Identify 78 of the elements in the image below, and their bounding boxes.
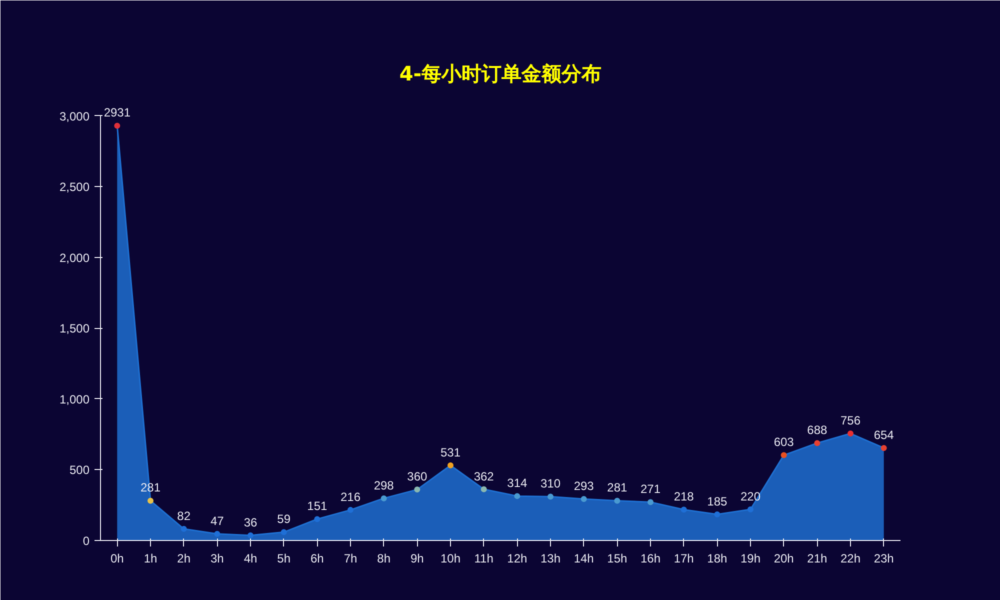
data-label: 216 [340, 490, 361, 504]
point [714, 511, 720, 518]
y-tick-label: 2,500 [59, 180, 90, 194]
x-tick-label: 14h [574, 552, 594, 566]
point [448, 462, 454, 468]
x-tick-label: 19h [740, 552, 761, 566]
point [548, 494, 554, 500]
x-tick-label: 15h [607, 552, 628, 566]
data-label: 271 [640, 482, 661, 496]
point [614, 498, 620, 504]
point [814, 440, 820, 446]
point [248, 532, 254, 538]
y-tick-label: 500 [69, 463, 90, 478]
data-label: 310 [540, 476, 561, 491]
point [414, 486, 420, 493]
point [180, 526, 187, 532]
x-tick-label: 5h [277, 552, 291, 566]
data-label: 531 [440, 445, 461, 460]
x-tick-label: 0h [110, 552, 124, 566]
y-tick-label: 3,000 [59, 109, 90, 124]
point [748, 506, 754, 512]
point [880, 444, 887, 451]
data-label: 82 [177, 508, 191, 523]
x-tick-label: 2h [177, 552, 191, 566]
data-label: 362 [474, 469, 494, 484]
point [680, 506, 687, 513]
y-tick-label: 1,500 [59, 322, 90, 336]
x-tick-label: 23h [874, 552, 894, 566]
data-label: 36 [244, 515, 258, 530]
x-tick-label: 17h [674, 552, 694, 566]
data-label: 2931 [104, 106, 131, 120]
x-tick-label: 13h [540, 552, 561, 566]
y-tick-label: 2,000 [59, 250, 90, 265]
x-tick-label: 12h [507, 552, 528, 566]
y-tick-label: 1,000 [59, 392, 90, 406]
x-tick-label: 16h [640, 552, 661, 566]
x-tick-label: 10h [440, 552, 461, 566]
point [580, 496, 587, 502]
point [214, 530, 220, 537]
data-label: 185 [707, 494, 728, 508]
data-label: 151 [307, 499, 328, 514]
x-tick-label: 11h [474, 552, 494, 566]
chart-title: 4-每小时订单金额分布 [399, 62, 602, 86]
x-tick-label: 3h [210, 552, 224, 566]
point [648, 499, 654, 506]
x-tick-label: 9h [410, 552, 424, 566]
x-tick-label: 7h [344, 552, 358, 566]
y-tick-label: 0 [82, 534, 90, 548]
data-label: 59 [277, 512, 291, 526]
point [848, 430, 854, 437]
x-tick-label: 4h [244, 552, 258, 566]
point [480, 486, 487, 492]
data-label: 603 [774, 435, 794, 450]
data-label: 293 [574, 479, 594, 494]
data-label: 47 [210, 514, 224, 528]
point [148, 498, 154, 504]
x-tick-label: 20h [774, 552, 794, 566]
data-label: 654 [874, 428, 894, 442]
point [780, 452, 787, 458]
data-label: 314 [507, 476, 528, 490]
point [280, 529, 287, 536]
point [314, 516, 320, 522]
x-tick-label: 18h [707, 552, 728, 566]
point [114, 122, 120, 129]
data-label: 218 [674, 490, 694, 504]
data-label: 360 [407, 470, 428, 484]
data-label: 298 [374, 478, 394, 492]
x-tick-label: 8h [377, 552, 391, 566]
x-tick-label: 22h [840, 552, 861, 566]
x-tick-label: 21h [807, 552, 828, 566]
point [514, 493, 520, 500]
point [380, 495, 387, 502]
data-label: 756 [840, 414, 861, 428]
data-label: 688 [807, 423, 828, 438]
data-label: 281 [607, 480, 628, 495]
x-tick-label: 1h [144, 552, 158, 566]
point [348, 506, 354, 513]
x-tick-label: 6h [310, 552, 324, 566]
